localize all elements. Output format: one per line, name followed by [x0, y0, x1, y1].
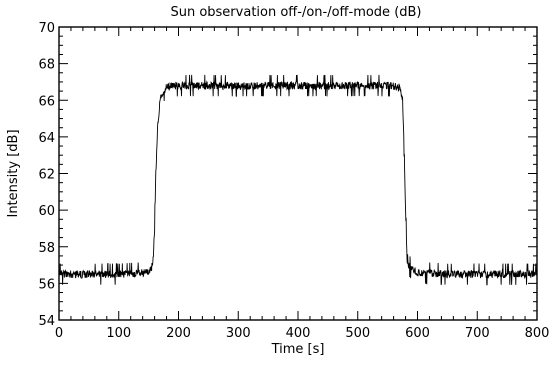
y-tick-label: 54: [38, 314, 55, 329]
x-tick-label: 800: [525, 326, 550, 341]
series-line-0: [58, 74, 538, 286]
y-tick-label: 70: [38, 21, 55, 36]
y-tick-label: 56: [38, 277, 55, 292]
x-tick-label: 200: [166, 326, 191, 341]
plot-frame: [58, 26, 538, 321]
y-tick-label: 58: [38, 241, 55, 256]
x-tick-label: 0: [55, 326, 63, 341]
data-series: [58, 74, 538, 286]
y-tick-label: 64: [38, 131, 55, 146]
axis-ticks: 0 100 200 300 400 500 600 700 800 54 56 58 60 62 64 66 6…: [38, 21, 549, 341]
x-tick-label: 100: [106, 326, 131, 341]
x-tick-label: 300: [226, 326, 251, 341]
y-axis-label: Intensity [dB]: [6, 129, 21, 217]
y-tick-label: 68: [38, 58, 55, 73]
y-tick-label: 62: [38, 168, 55, 183]
x-tick-label: 600: [405, 326, 430, 341]
x-tick-label: 400: [286, 326, 311, 341]
x-tick-label: 700: [465, 326, 490, 341]
y-tick-label: 60: [38, 204, 55, 219]
x-tick-label: 500: [345, 326, 370, 341]
x-axis-label: Time [s]: [271, 342, 325, 357]
chart-title: Sun observation off-/on-/off-mode (dB): [170, 5, 421, 20]
y-tick-label: 66: [38, 94, 55, 109]
